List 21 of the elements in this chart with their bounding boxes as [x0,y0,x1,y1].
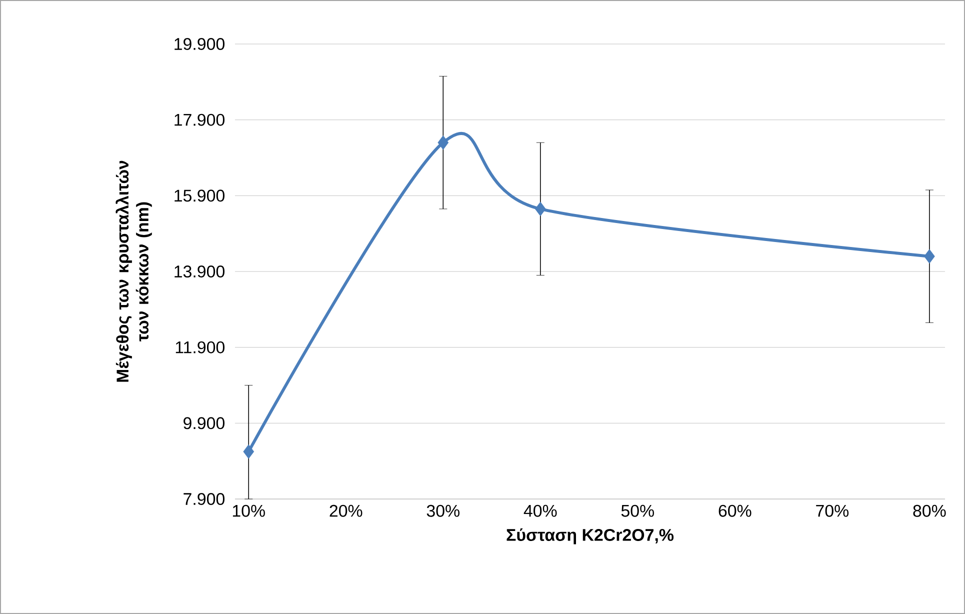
x-tick-label: 20% [330,504,362,517]
x-tick-label: 50% [621,504,654,517]
x-tick-label: 10% [232,504,265,517]
x-tick-label: 60% [718,504,752,517]
y-tick-label: 11.900 [176,341,224,354]
x-axis-title: Σύσταση K2Cr2O7,% [506,528,674,544]
point [534,202,546,216]
x-tick-label: 40% [524,504,557,517]
x-tick-label: 80% [913,504,946,517]
point [243,444,254,459]
y-tick-label: 19.900 [174,38,224,50]
point [924,249,935,264]
point [438,135,449,150]
y-axis-title: Μέγεθος των κρυσταλλιτών των κόκκων (nm) [116,160,152,382]
x-tick-label: 70% [816,504,849,517]
y-tick-label: 9.900 [184,417,224,430]
y-tick-label: 15.900 [174,190,224,202]
x-tick-label: 30% [426,504,460,517]
y-tick-label: 13.900 [174,266,224,278]
y-tick-label: 17.900 [174,114,224,126]
y-tick-label: 7.900 [184,493,224,506]
